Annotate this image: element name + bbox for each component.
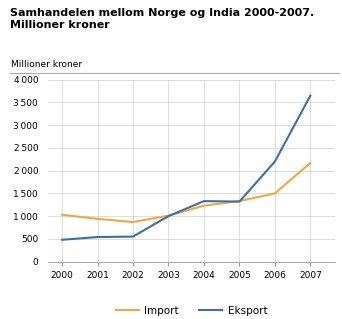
- Text: Samhandelen mellom Norge og India 2000-2007.
Millioner kroner: Samhandelen mellom Norge og India 2000-2…: [10, 8, 315, 30]
- Import: [237, 199, 241, 203]
- Line: Eksport: Eksport: [62, 96, 310, 240]
- Import: [60, 213, 64, 217]
- Eksport: [202, 199, 206, 203]
- Line: Import: Import: [62, 163, 310, 222]
- Eksport: [60, 238, 64, 242]
- Eksport: [167, 214, 171, 218]
- Import: [95, 217, 100, 221]
- Eksport: [95, 235, 100, 239]
- Legend: Import, Eksport: Import, Eksport: [112, 301, 271, 319]
- Import: [273, 191, 277, 195]
- Import: [202, 204, 206, 208]
- Import: [308, 161, 312, 165]
- Import: [167, 214, 171, 218]
- Eksport: [131, 235, 135, 239]
- Text: Millioner kroner: Millioner kroner: [11, 60, 82, 69]
- Eksport: [308, 94, 312, 98]
- Eksport: [273, 160, 277, 163]
- Import: [131, 220, 135, 224]
- Eksport: [237, 200, 241, 204]
